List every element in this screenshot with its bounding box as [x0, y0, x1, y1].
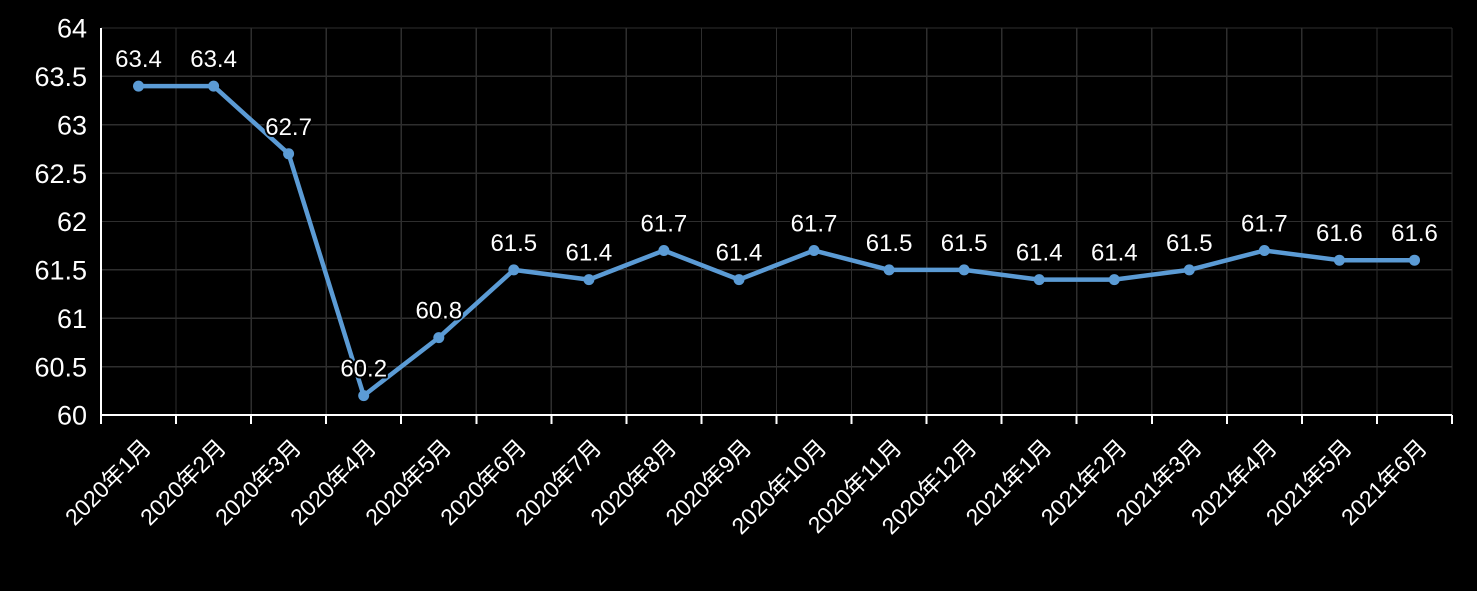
data-point-label: 61.6	[1316, 220, 1363, 247]
data-point-marker	[508, 264, 520, 276]
data-point-marker	[658, 245, 670, 256]
data-point-marker	[133, 80, 144, 92]
data-point-marker	[1409, 254, 1420, 266]
y-tick-label: 60	[57, 401, 87, 431]
data-point-label: 61.7	[791, 211, 838, 238]
data-point-label: 61.4	[1016, 240, 1063, 267]
data-point-marker	[1258, 245, 1270, 256]
y-axis-labels: 64 63.5 63 62.5 62 61.5 61 60.5 60	[34, 14, 87, 431]
data-point-marker	[358, 390, 370, 402]
y-tick-label: 61.5	[34, 256, 87, 286]
data-point-label: 63.4	[115, 46, 162, 73]
data-point-marker	[1033, 274, 1045, 286]
y-tick-label: 63	[57, 110, 87, 140]
data-point-marker	[1183, 264, 1195, 276]
data-point-marker	[1333, 254, 1345, 266]
data-point-label: 62.7	[265, 114, 312, 141]
data-point-label: 61.4	[716, 240, 763, 267]
x-axis-labels: 2020年1月2020年2月2020年3月2020年4月2020年5月2020年…	[60, 434, 1432, 539]
series-line	[136, 83, 1417, 398]
data-point-label: 61.5	[941, 230, 988, 257]
data-point-marker	[733, 274, 745, 286]
y-tick-label: 63.5	[34, 62, 87, 92]
axes	[100, 28, 1453, 424]
data-point-marker	[283, 148, 295, 160]
data-point-label: 61.5	[490, 230, 537, 257]
data-point-label: 61.7	[641, 211, 688, 238]
data-point-label: 63.4	[190, 46, 237, 73]
data-point-marker	[958, 264, 970, 276]
data-point-label: 61.7	[1241, 211, 1288, 238]
data-point-label: 61.4	[566, 240, 613, 267]
data-point-marker	[433, 332, 445, 344]
data-point-marker	[808, 245, 820, 256]
data-point-marker	[883, 264, 895, 276]
data-point-label: 60.2	[340, 356, 387, 383]
y-tick-label: 62.5	[34, 159, 87, 189]
data-point-label: 61.4	[1091, 240, 1138, 267]
data-point-label: 61.5	[866, 230, 913, 257]
y-tick-label: 60.5	[34, 352, 87, 382]
y-tick-label: 64	[57, 14, 87, 44]
data-point-label: 60.8	[415, 298, 462, 325]
data-labels: 63.4 63.4 62.7 60.2 60.8 61.5 61.4 61.7 61.4 61.7…	[113, 44, 1440, 385]
y-tick-label: 61	[57, 304, 87, 334]
data-point-marker	[1108, 274, 1120, 286]
data-point-label: 61.6	[1391, 220, 1438, 247]
data-point-marker	[583, 274, 595, 286]
series-markers	[133, 80, 1420, 402]
data-point-marker	[208, 80, 220, 92]
data-point-label: 61.5	[1166, 230, 1213, 257]
y-tick-label: 62	[57, 207, 87, 237]
